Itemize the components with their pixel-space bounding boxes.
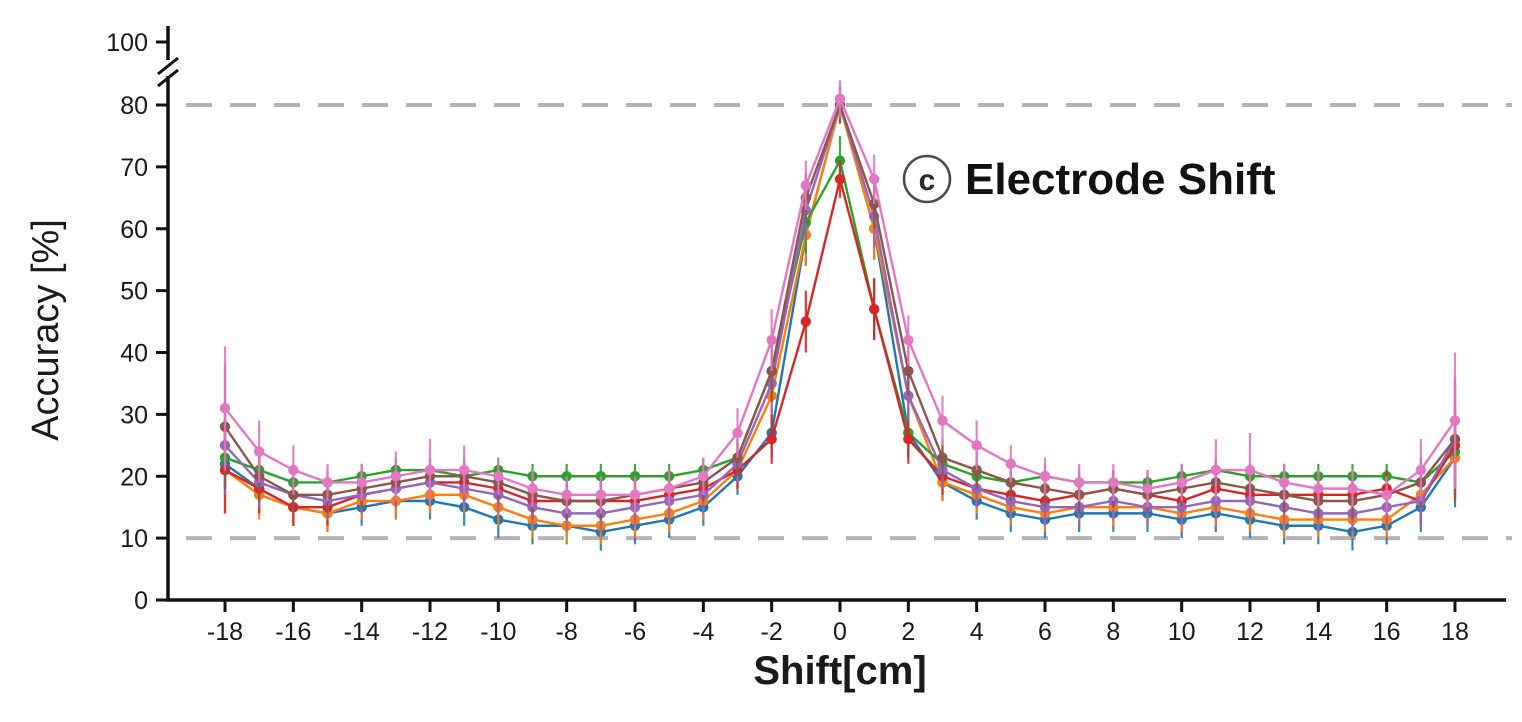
x-tick-label: -12	[412, 618, 448, 646]
y-tick-label: 70	[120, 154, 148, 182]
data-point	[698, 471, 709, 482]
data-point	[1449, 415, 1461, 426]
data-point	[868, 174, 880, 185]
series-line	[224, 157, 1456, 484]
data-point	[1415, 464, 1427, 476]
panel-title: Electrode Shift	[965, 155, 1276, 204]
data-point	[390, 471, 402, 482]
x-tick-label: 2	[901, 618, 915, 646]
data-point	[1244, 464, 1256, 476]
x-tick-label: -4	[692, 618, 714, 646]
panel-letter-circle-icon	[902, 154, 952, 204]
data-point	[1073, 477, 1085, 488]
data-point	[937, 452, 948, 463]
x-tick-label: -16	[275, 618, 311, 646]
x-tick-label: 0	[833, 618, 847, 646]
x-tick-label: 10	[1168, 618, 1196, 646]
data-point	[868, 303, 880, 315]
y-tick-label: 10	[120, 525, 148, 553]
series-pink	[219, 80, 1461, 514]
x-tick-label: -6	[624, 618, 646, 646]
data-point	[800, 316, 812, 327]
data-point	[1347, 483, 1358, 494]
data-point	[1108, 477, 1119, 488]
axis-break-icon	[157, 56, 179, 76]
data-point	[1176, 477, 1187, 488]
data-point	[219, 402, 231, 414]
x-tick-label: 14	[1304, 618, 1332, 646]
data-point	[1381, 489, 1392, 501]
x-tick-label: 16	[1373, 618, 1401, 646]
data-point	[834, 93, 846, 105]
y-tick-label: 0	[134, 587, 148, 615]
data-point	[971, 440, 982, 451]
x-tick-label: -14	[344, 618, 380, 646]
y-tick-label: 30	[120, 401, 148, 429]
x-tick-label: -8	[556, 618, 578, 646]
data-point	[1039, 471, 1051, 482]
data-point	[1142, 483, 1153, 494]
y-tick-label: 60	[120, 216, 148, 244]
data-point	[766, 334, 777, 346]
data-point	[766, 433, 777, 445]
x-tick-label: -10	[480, 618, 516, 646]
y-tick-label: 40	[120, 340, 148, 368]
x-tick-label: -18	[207, 618, 243, 646]
data-point	[253, 446, 265, 457]
data-point	[1278, 477, 1290, 488]
data-point	[1313, 483, 1324, 494]
x-tick-label: 12	[1236, 618, 1264, 646]
data-point	[937, 415, 948, 426]
data-point	[800, 180, 812, 191]
x-axis-label: Shift[cm]	[753, 649, 926, 693]
data-point	[1005, 458, 1017, 470]
panel-letter: c	[919, 164, 936, 197]
data-point	[356, 477, 367, 488]
y-tick-label: 100	[106, 29, 148, 57]
x-tick-label: 8	[1106, 618, 1120, 646]
data-point	[903, 433, 914, 445]
data-point	[732, 427, 743, 439]
y-tick-label: 50	[120, 278, 148, 306]
y-tick-label: 80	[120, 92, 148, 120]
data-point	[629, 489, 641, 501]
data-point	[527, 483, 538, 494]
data-point	[288, 464, 299, 476]
y-axis-label: Accuracy [%]	[25, 219, 67, 441]
data-point	[903, 365, 914, 377]
axis-break-icon	[157, 68, 179, 88]
x-tick-label: 18	[1441, 618, 1469, 646]
data-point	[458, 464, 470, 476]
data-point	[561, 489, 572, 501]
data-point	[493, 471, 504, 482]
data-point	[663, 483, 675, 494]
x-tick-label: 4	[970, 618, 984, 646]
data-point	[595, 489, 607, 501]
data-point	[424, 464, 436, 476]
y-tick-label: 20	[120, 463, 148, 491]
x-tick-label: -2	[761, 618, 783, 646]
series-line	[224, 178, 1457, 509]
data-point	[1210, 464, 1222, 476]
data-point	[903, 334, 914, 346]
data-point	[834, 174, 846, 185]
data-point	[322, 477, 333, 488]
x-tick-label: 6	[1038, 618, 1052, 646]
